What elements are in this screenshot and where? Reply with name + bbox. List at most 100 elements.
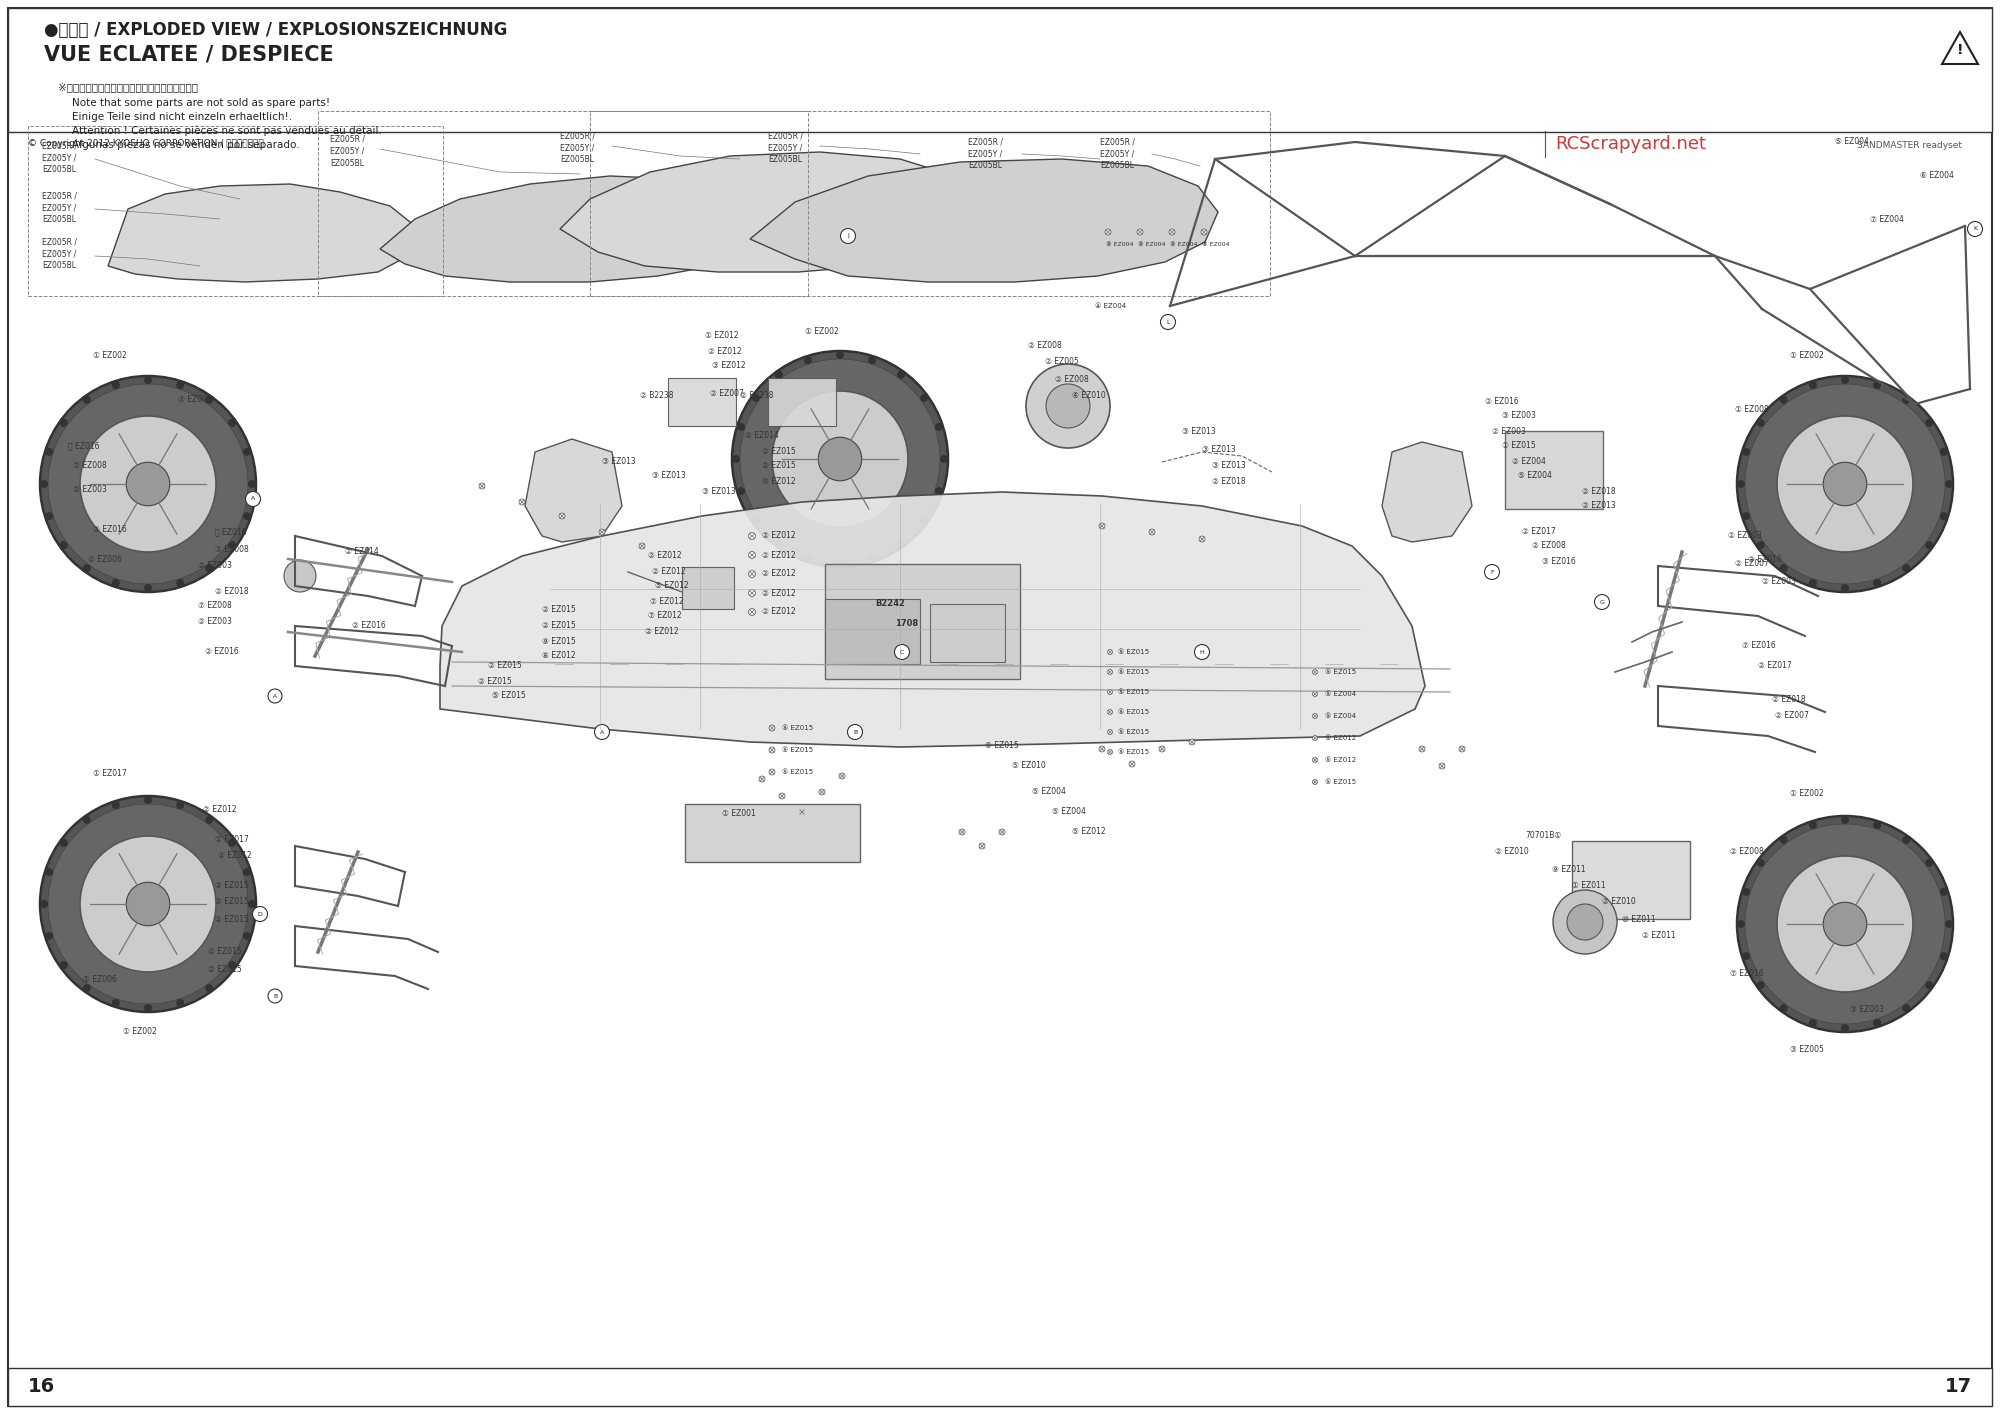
Circle shape [1200, 536, 1204, 542]
Circle shape [228, 962, 236, 969]
Circle shape [82, 816, 90, 824]
Text: ⑤ EZ012: ⑤ EZ012 [1324, 756, 1356, 764]
Text: 70701B①: 70701B① [1526, 831, 1562, 840]
Text: ② EZ014: ② EZ014 [744, 431, 778, 441]
Circle shape [1552, 889, 1616, 954]
Text: ② EZ015: ② EZ015 [216, 915, 248, 923]
Text: ② EZ017: ② EZ017 [1522, 527, 1556, 536]
Text: ② EZ015: ② EZ015 [208, 964, 242, 973]
Text: ② EZ015: ② EZ015 [216, 898, 248, 906]
Circle shape [1902, 564, 1910, 573]
Text: ⑤ EZ015: ⑤ EZ015 [1118, 669, 1150, 674]
Polygon shape [1382, 443, 1472, 542]
Text: ② B2238: ② B2238 [640, 392, 674, 400]
Text: © Copyright 2012 KYOSHO CORPORATION / 禁無断転載複製: © Copyright 2012 KYOSHO CORPORATION / 禁無… [28, 140, 264, 148]
Text: ※一部パーツ販売していないパーツがあります。: ※一部パーツ販売していないパーツがあります。 [58, 82, 198, 92]
Circle shape [1312, 669, 1318, 674]
Text: ⑤ EZ015: ⑤ EZ015 [782, 769, 814, 775]
Text: ① EZ012: ① EZ012 [704, 331, 738, 341]
Circle shape [1840, 376, 1848, 385]
Circle shape [112, 802, 120, 809]
Circle shape [1742, 512, 1750, 520]
Circle shape [1440, 764, 1444, 769]
Circle shape [1874, 382, 1882, 389]
Circle shape [1736, 479, 1744, 488]
Circle shape [1108, 649, 1112, 655]
Text: ② EZ015: ② EZ015 [542, 605, 576, 614]
Text: K: K [1972, 226, 1978, 232]
Circle shape [1200, 229, 1208, 235]
Circle shape [774, 539, 782, 547]
Circle shape [840, 229, 856, 243]
Text: ③ EZ013: ③ EZ013 [702, 488, 736, 496]
Text: ① EZ002: ① EZ002 [804, 327, 838, 335]
Circle shape [520, 499, 524, 505]
Text: ② EZ013: ② EZ013 [1582, 502, 1616, 510]
Text: ●分解図 / EXPLODED VIEW / EXPLOSIONSZEICHNUNG: ●分解図 / EXPLODED VIEW / EXPLOSIONSZEICHNU… [44, 21, 508, 40]
Circle shape [1926, 981, 1934, 990]
Text: ⑦ EZ012: ⑦ EZ012 [650, 598, 684, 607]
Text: ③ EZ016: ③ EZ016 [1542, 557, 1576, 567]
Circle shape [1742, 952, 1750, 960]
Text: Einige Teile sind nicht einzeln erhaeltlich!.: Einige Teile sind nicht einzeln erhaeltl… [72, 112, 292, 122]
Text: ⑧ EZ004: ⑧ EZ004 [1170, 242, 1198, 246]
Circle shape [1484, 564, 1500, 580]
Text: ② EZ012: ② EZ012 [762, 588, 796, 598]
Circle shape [206, 396, 214, 404]
Circle shape [144, 376, 152, 385]
Circle shape [752, 395, 760, 402]
Bar [590, 112, 1270, 296]
Text: EZ005Y /: EZ005Y / [968, 150, 1002, 158]
Text: ② EZ006: ② EZ006 [88, 554, 122, 564]
Text: ② EZ008: ② EZ008 [1056, 375, 1088, 383]
Text: ① EZ008: ① EZ008 [1736, 404, 1768, 413]
Circle shape [1778, 855, 1912, 993]
Circle shape [112, 998, 120, 1007]
Text: ③ EZ013: ③ EZ013 [602, 458, 636, 467]
Text: ② EZ016: ② EZ016 [1484, 397, 1518, 406]
Circle shape [40, 796, 256, 1012]
Circle shape [1108, 710, 1112, 714]
Circle shape [894, 645, 910, 659]
Circle shape [1944, 479, 1952, 488]
Text: ⑨ EZ011: ⑨ EZ011 [1552, 864, 1586, 874]
Text: ⑤ EZ015: ⑤ EZ015 [1118, 708, 1150, 715]
Text: ⑥ EZ004: ⑥ EZ004 [1920, 171, 1954, 181]
Circle shape [242, 512, 250, 520]
Text: EZ005R /: EZ005R / [330, 134, 364, 143]
Text: ② EZ018: ② EZ018 [216, 587, 248, 597]
Text: ⑩ EZ012: ⑩ EZ012 [762, 478, 796, 486]
Text: ⑤ EZ015: ⑤ EZ015 [1118, 730, 1150, 735]
Text: ④ EZ010: ④ EZ010 [1072, 392, 1106, 400]
Text: ② EZ012: ② EZ012 [762, 608, 796, 617]
Circle shape [1026, 363, 1110, 448]
Text: ⑦ EZ016: ⑦ EZ016 [1730, 970, 1764, 978]
Text: EZ005Y /: EZ005Y / [330, 147, 364, 156]
Text: ② EZ012: ② EZ012 [762, 570, 796, 578]
Text: C: C [900, 649, 904, 655]
Circle shape [748, 551, 756, 559]
Circle shape [748, 570, 756, 577]
Polygon shape [1942, 33, 1978, 64]
Circle shape [800, 809, 804, 814]
Text: ② EZ008: ② EZ008 [1028, 342, 1062, 351]
Text: EZ005R /: EZ005R / [42, 141, 76, 150]
Circle shape [1460, 747, 1464, 752]
Circle shape [46, 448, 54, 455]
Text: ② EZ017: ② EZ017 [1758, 662, 1792, 670]
Circle shape [748, 608, 756, 615]
Text: ⑨ EZ015: ⑨ EZ015 [542, 638, 576, 646]
Circle shape [1744, 824, 1944, 1024]
Bar [668, 378, 736, 426]
Text: Algunas piezas no se venden por separado.: Algunas piezas no se venden por separado… [72, 140, 300, 150]
Text: ⑦ EZ008: ⑦ EZ008 [198, 601, 232, 611]
Circle shape [920, 395, 928, 402]
Circle shape [60, 419, 68, 427]
Bar [28, 126, 444, 296]
Circle shape [126, 882, 170, 926]
Text: ② EZ012: ② EZ012 [762, 550, 796, 560]
Text: EZ005R /: EZ005R / [42, 191, 76, 201]
Circle shape [1100, 747, 1104, 752]
Polygon shape [750, 158, 1218, 281]
Circle shape [1128, 761, 1136, 766]
